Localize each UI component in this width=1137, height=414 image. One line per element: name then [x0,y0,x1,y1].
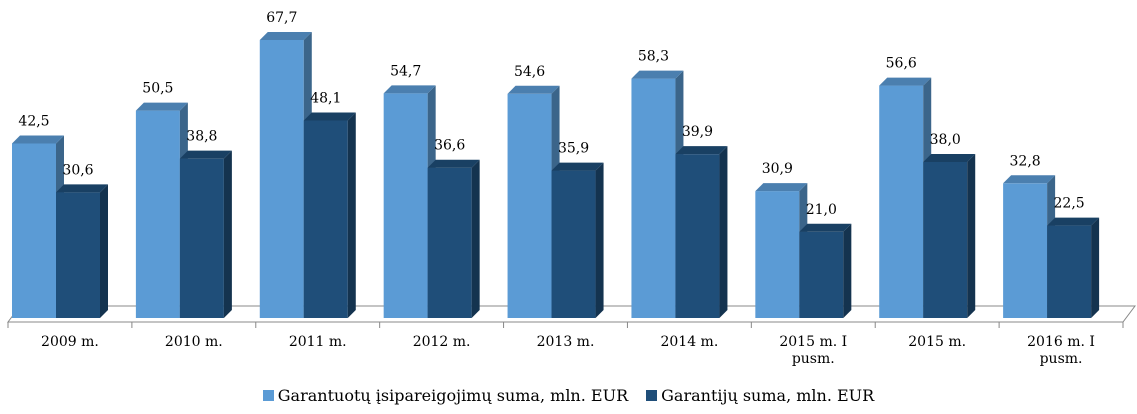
bar-top [12,135,64,144]
bar [799,223,852,318]
data-label: 39,9 [682,124,713,140]
data-label: 56,6 [886,56,917,72]
bar-top [551,162,604,171]
bar-top [56,184,108,193]
x-tick-label: 2014 m. [660,334,719,350]
x-tick-label: 2015 m. [908,334,967,350]
data-label: 35,9 [558,141,589,157]
bar-side [471,159,480,318]
bar [303,112,356,318]
x-tick-label: 2012 m. [412,334,471,350]
data-label: 32,8 [1010,153,1041,169]
bar-front [1003,183,1048,318]
data-label: 67,7 [266,10,297,26]
data-label: 42,5 [18,113,49,129]
bar-side [843,223,852,318]
bar-front [303,120,348,318]
bar [1003,175,1056,318]
data-label: 50,5 [142,81,173,97]
x-tick-label: 2016 m. I pusm. [1027,334,1095,367]
legend-swatch [646,390,658,401]
data-label: 36,6 [434,138,465,154]
bar-side [719,146,728,318]
data-label: 58,3 [638,49,669,65]
bar [923,153,976,318]
bar-top [675,146,728,155]
bar-front [755,191,800,318]
bar-front [259,40,304,318]
legend-swatch [262,390,274,401]
bar-side [347,112,356,318]
x-tick-label: 2011 m. [288,334,347,350]
data-label: 30,9 [762,161,793,177]
bar-front [675,154,720,318]
data-label: 38,0 [930,132,961,148]
x-tick-label: 2009 m. [41,334,99,350]
bar [1047,217,1100,318]
bar [12,135,64,318]
bar-front [879,85,924,318]
legend-label: Garantijų suma, mln. EUR [661,386,875,405]
legend-item: Garantijų suma, mln. EUR [646,386,874,405]
bar [551,162,604,318]
bar-top [135,102,188,111]
bar-front [1047,225,1092,318]
bar-side [1091,217,1100,318]
bar-top [1003,175,1056,184]
bar-front [923,161,968,318]
bar-front [383,93,428,318]
bar-front [551,170,596,318]
plot: 42,5 50,5 67,7 54,7 54,6 58,3 30,9 56,6 32,8 30,6… [7,10,1136,328]
data-label: 22,5 [1054,196,1085,212]
bar-top [923,153,976,162]
data-label: 54,6 [514,64,545,80]
bar-top [879,77,932,86]
bar-front [179,158,224,318]
bar-side [595,162,604,318]
bar-front [631,78,676,318]
bar-front [799,231,844,318]
legend: Garantuotų įsipareigojimų suma, mln. EUR… [0,386,1137,405]
data-label: 21,0 [806,202,837,218]
bar-top [799,223,852,232]
x-tick-label: 2015 m. I pusm. [779,334,848,367]
bar-front [427,167,472,318]
bar-front [135,110,180,319]
bar [427,159,480,318]
x-tick-label: 2010 m. [164,334,223,350]
bar-front [507,93,552,318]
bar-front [56,192,100,318]
data-label: 48,1 [310,90,341,106]
bar-top [507,85,560,94]
bar [675,146,728,318]
bar-top [303,112,356,121]
data-label: 30,6 [62,162,93,178]
bar-top [755,183,808,192]
bar-side [223,150,232,318]
x-tick-label: 2013 m. [536,334,595,350]
bar-top [427,159,480,168]
bar-side [100,184,108,318]
legend-label: Garantuotų įsipareigojimų suma, mln. EUR [277,386,629,405]
bar-top [631,70,684,79]
data-label: 38,8 [186,129,217,145]
data-label: 54,7 [390,63,421,79]
bar-side [967,153,976,318]
bar-top [383,85,436,94]
bar [179,150,232,318]
bar-top [179,150,232,159]
bar-front [12,143,56,318]
legend-item: Garantuotų įsipareigojimų suma, mln. EUR [262,386,629,405]
bar-top [1047,217,1100,226]
bar-top [259,32,312,40]
bar [56,184,108,318]
